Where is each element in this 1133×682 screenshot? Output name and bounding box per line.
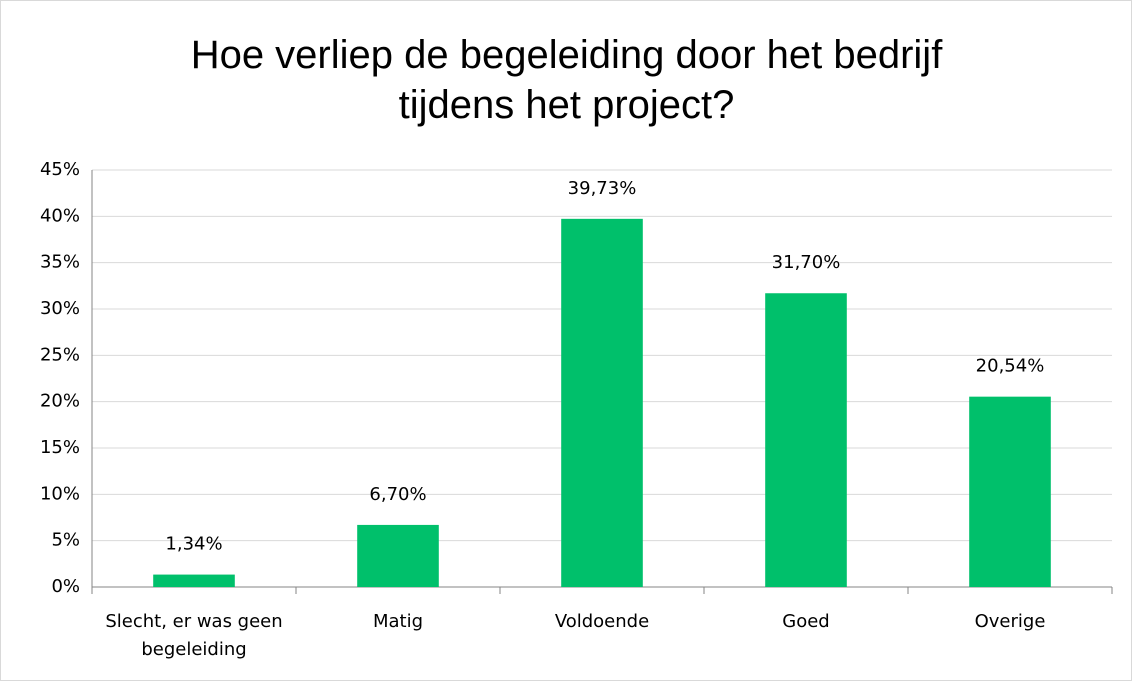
y-tick-label: 45%: [40, 159, 80, 180]
bar: [969, 396, 1051, 587]
y-tick-label: 35%: [40, 252, 80, 273]
bar: [153, 574, 235, 587]
bar: [765, 293, 847, 587]
x-tick-label: Goed: [782, 611, 830, 632]
bar: [357, 524, 439, 587]
y-tick-label: 20%: [40, 391, 80, 412]
data-label: 1,34%: [165, 534, 222, 555]
x-tick-label: Slecht, er was geen begeleiding: [105, 611, 283, 660]
y-tick-label: 30%: [40, 298, 80, 319]
x-tick-label: Voldoende: [554, 611, 650, 632]
data-label: 39,73%: [568, 178, 637, 199]
data-label: 20,54%: [976, 356, 1045, 377]
y-tick-label: 5%: [51, 530, 80, 551]
y-tick-label: 15%: [40, 437, 80, 458]
x-tick-label: Overige: [974, 611, 1046, 632]
x-tick-label: Matig: [372, 611, 424, 632]
y-tick-label: 0%: [51, 576, 80, 597]
data-label: 6,70%: [369, 484, 426, 505]
y-tick-label: 10%: [40, 483, 80, 504]
data-label: 31,70%: [772, 252, 841, 273]
y-tick-label: 40%: [40, 205, 80, 226]
bar: [561, 218, 643, 587]
y-tick-label: 25%: [40, 344, 80, 365]
chart-title: Hoe verliep de begeleiding door het bedr…: [190, 33, 943, 127]
